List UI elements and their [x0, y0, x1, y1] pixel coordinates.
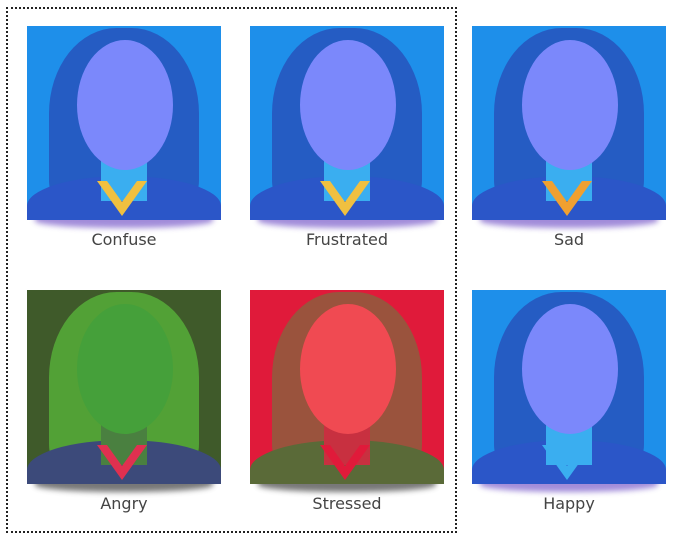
emotion-tile-confuse: Confuse	[27, 26, 221, 249]
face-mask	[522, 304, 618, 434]
emotion-tile-happy: Happy	[472, 290, 666, 513]
emotion-tile-angry: Angry	[27, 290, 221, 513]
emotion-tile-sad: Sad	[472, 26, 666, 249]
emotion-image	[472, 290, 666, 484]
emotion-tile-stressed: Stressed	[250, 290, 444, 513]
emotion-image	[472, 26, 666, 220]
emotion-image	[250, 290, 444, 484]
face-mask	[300, 304, 396, 434]
selection-box	[6, 7, 457, 533]
emotion-label: Frustrated	[305, 230, 389, 249]
emotion-label: Angry	[100, 494, 148, 513]
emotion-tile-frustrated: Frustrated	[250, 26, 444, 249]
face-mask	[522, 40, 618, 170]
emotion-label: Sad	[553, 230, 585, 249]
emotion-image	[250, 26, 444, 220]
emotion-label: Happy	[543, 494, 595, 513]
face-mask	[77, 304, 173, 434]
emotion-image	[27, 290, 221, 484]
emotion-label: Stressed	[312, 494, 382, 513]
emotion-image	[27, 26, 221, 220]
emotion-label: Confuse	[91, 230, 157, 249]
face-mask	[300, 40, 396, 170]
face-mask	[77, 40, 173, 170]
